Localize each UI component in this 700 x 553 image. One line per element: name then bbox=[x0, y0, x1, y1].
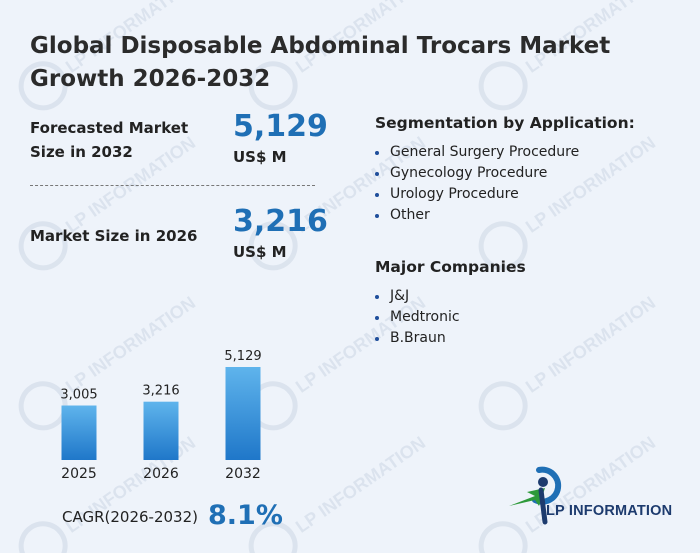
page-title: Global Disposable Abdominal Trocars Mark… bbox=[30, 33, 611, 92]
list-item: Gynecology Procedure bbox=[375, 163, 579, 184]
category-label: 2025 bbox=[61, 466, 97, 482]
companies-list: J&J Medtronic B.Braun bbox=[375, 286, 460, 349]
segment-label: Urology Procedure bbox=[390, 186, 519, 202]
market-size-value: 3,216 bbox=[233, 204, 328, 239]
data-label: 5,129 bbox=[224, 349, 261, 364]
company-label: Medtronic bbox=[390, 309, 460, 325]
bullet-icon bbox=[375, 316, 379, 320]
bar-2032 bbox=[225, 367, 261, 460]
segmentation-list: General Surgery Procedure Gynecology Pro… bbox=[375, 142, 579, 226]
segment-label: Gynecology Procedure bbox=[390, 165, 548, 181]
forecast-value: 5,129 bbox=[233, 109, 328, 144]
bar-2025 bbox=[61, 405, 97, 460]
category-label: 2032 bbox=[225, 466, 261, 482]
list-item: B.Braun bbox=[375, 328, 460, 349]
bar-2026 bbox=[143, 401, 179, 460]
list-item: J&J bbox=[375, 286, 460, 307]
bullet-icon bbox=[375, 151, 379, 155]
category-label: 2026 bbox=[143, 466, 179, 482]
segment-label: Other bbox=[390, 207, 430, 223]
forecast-label-line1: Forecasted Market bbox=[30, 119, 189, 137]
companies-title: Major Companies bbox=[375, 258, 526, 276]
bullet-icon bbox=[375, 337, 379, 341]
forecast-unit: US$ M bbox=[233, 148, 287, 166]
stats-divider bbox=[30, 185, 315, 186]
lp-logo-icon bbox=[509, 466, 562, 525]
data-label: 3,216 bbox=[142, 384, 179, 399]
company-label: J&J bbox=[390, 288, 410, 304]
data-label: 3,005 bbox=[60, 388, 97, 403]
cagr-value: 8.1% bbox=[208, 500, 283, 531]
forecast-label: Forecasted Market Size in 2032 bbox=[30, 116, 188, 164]
market-size-label: Market Size in 2026 bbox=[30, 227, 198, 245]
logo-text: LP INFORMATION bbox=[546, 503, 673, 519]
bullet-icon bbox=[375, 172, 379, 176]
list-item: Urology Procedure bbox=[375, 184, 579, 205]
cagr-label: CAGR(2026-2032) bbox=[62, 508, 198, 526]
bullet-icon bbox=[375, 295, 379, 299]
segmentation-title: Segmentation by Application: bbox=[375, 114, 635, 132]
bullet-icon bbox=[375, 193, 379, 197]
company-label: B.Braun bbox=[390, 330, 446, 346]
list-item: General Surgery Procedure bbox=[375, 142, 579, 163]
list-item: Medtronic bbox=[375, 307, 460, 328]
segment-label: General Surgery Procedure bbox=[390, 144, 580, 160]
market-size-unit: US$ M bbox=[233, 243, 287, 261]
forecast-label-line2: Size in 2032 bbox=[30, 143, 133, 161]
bullet-icon bbox=[375, 214, 379, 218]
list-item: Other bbox=[375, 205, 579, 226]
